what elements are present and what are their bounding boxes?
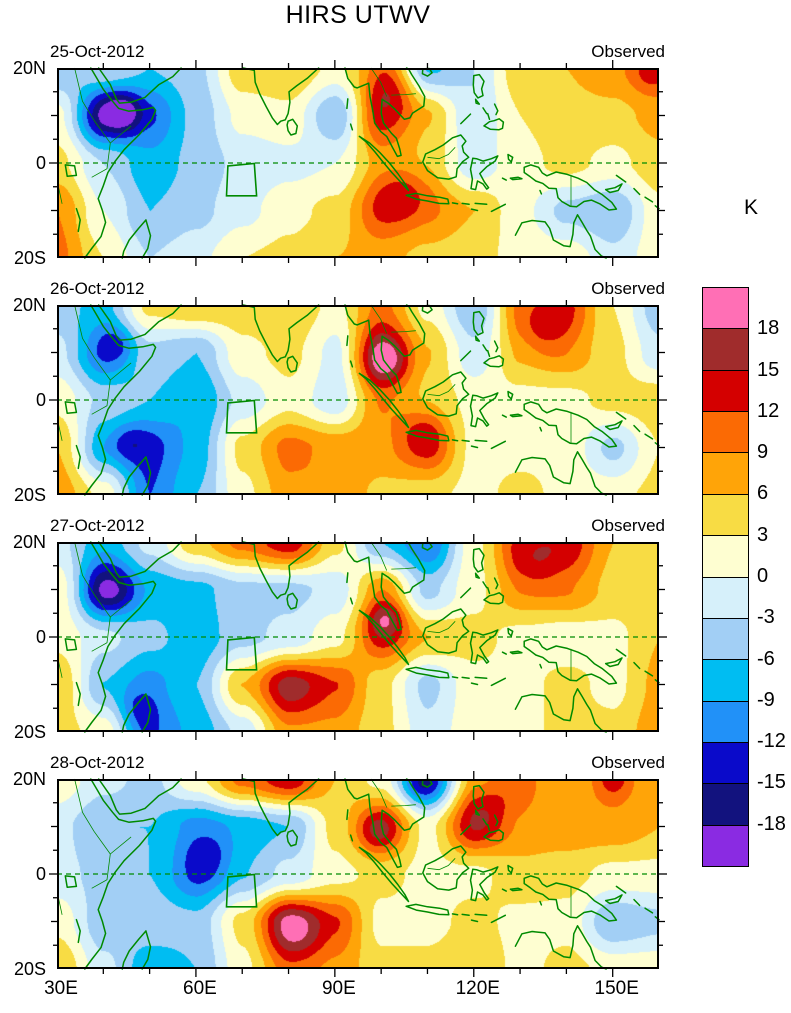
- map-panel-4: [49, 771, 667, 977]
- colorbar-cell-9: [703, 659, 748, 701]
- panel-frame: [57, 542, 659, 732]
- panel-frame: [57, 305, 659, 495]
- colorbar-cell-11: [703, 741, 748, 784]
- y-axis-label-20s: 20S: [13, 959, 46, 979]
- colorbar-tick-label: 3: [757, 523, 769, 546]
- colorbar-tick-label: -6: [757, 647, 775, 670]
- y-axis-label-0: 0: [35, 390, 46, 410]
- roi-box: [225, 873, 258, 908]
- coastlines: [64, 778, 660, 970]
- coastlines: [64, 304, 660, 496]
- colorbar-tick-label: -3: [757, 606, 775, 629]
- colorbar-tick-label: -9: [757, 688, 775, 711]
- colorbar-cell-7: [703, 576, 748, 618]
- country-borders: [57, 304, 572, 443]
- colorbar-tick-label: -12: [757, 730, 786, 753]
- y-axis-label-20s: 20S: [13, 722, 46, 742]
- y-axis-label-20n: 20N: [12, 295, 46, 315]
- colorbar-cell-8: [703, 617, 748, 660]
- panel-2-date: 26-Oct-2012: [50, 279, 145, 298]
- panel-4-annotation: Observed: [591, 753, 665, 772]
- y-axis-label-20n: 20N: [12, 769, 46, 789]
- colorbar-tick-label: 6: [757, 482, 769, 505]
- panel-2-annotation: Observed: [591, 279, 665, 298]
- axis-ticks: [49, 60, 667, 266]
- y-axis-label-20n: 20N: [12, 58, 46, 78]
- panel-1-date: 25-Oct-2012: [50, 42, 145, 61]
- colorbar-cell-4: [703, 452, 748, 494]
- map-overlay: [49, 534, 667, 740]
- map-overlay: [49, 771, 667, 977]
- axis-ticks: [49, 297, 667, 503]
- colorbar-cell-13: [703, 824, 748, 867]
- colorbar-tick-label: 0: [757, 565, 769, 587]
- country-borders: [57, 67, 572, 206]
- colorbar-cell-5: [703, 493, 748, 536]
- map-panel-2: [49, 297, 667, 503]
- colorbar-tick-label: -18: [757, 812, 786, 835]
- country-borders: [57, 778, 572, 917]
- y-axis-label-0: 0: [35, 864, 46, 884]
- colorbar-tick-label: 12: [757, 399, 780, 422]
- colorbar-cell-3: [703, 411, 748, 453]
- country-borders: [57, 541, 572, 680]
- roi-box: [225, 162, 258, 197]
- colorbar: [702, 287, 749, 867]
- coastlines: [64, 67, 660, 259]
- panel-frame: [57, 779, 659, 969]
- colorbar-tick-label: 18: [757, 317, 780, 340]
- panel-1-annotation: Observed: [591, 42, 665, 61]
- colorbar-tick-label: -15: [757, 771, 786, 794]
- colorbar-cell-6: [703, 535, 748, 577]
- y-axis-label-0: 0: [35, 153, 46, 173]
- colorbar-cell-12: [703, 783, 748, 825]
- panel-3-annotation: Observed: [591, 516, 665, 535]
- y-axis-label-20n: 20N: [12, 532, 46, 552]
- x-axis-label-60e: 60E: [183, 978, 217, 999]
- roi-box: [225, 399, 258, 434]
- colorbar-cell-2: [703, 369, 748, 412]
- figure-title: HIRS UTWV: [285, 1, 431, 29]
- y-axis-label-0: 0: [35, 627, 46, 647]
- colorbar-cell-10: [703, 700, 748, 742]
- x-axis-label-120e: 120E: [455, 978, 500, 999]
- panel-3-date: 27-Oct-2012: [50, 516, 145, 535]
- map-panel-1: [49, 60, 667, 266]
- coastlines: [64, 541, 660, 733]
- colorbar-tick-label: 15: [757, 358, 780, 381]
- colorbar-tick-label: 9: [757, 441, 769, 464]
- colorbar-unit-label: K: [743, 196, 758, 219]
- axis-ticks: [49, 534, 667, 740]
- y-axis-label-20s: 20S: [13, 485, 46, 505]
- colorbar-cell-0: [703, 288, 748, 329]
- x-axis-label-90e: 90E: [321, 978, 356, 999]
- map-overlay: [49, 297, 667, 503]
- panel-frame: [57, 68, 659, 258]
- map-panel-3: [49, 534, 667, 740]
- axis-ticks: [49, 771, 667, 977]
- x-axis-label-150e: 150E: [594, 978, 639, 999]
- panel-4-date: 28-Oct-2012: [50, 753, 145, 772]
- roi-box: [225, 636, 258, 671]
- y-axis-label-20s: 20S: [13, 248, 46, 268]
- map-overlay: [49, 60, 667, 266]
- x-axis-label-30e: 30E: [44, 978, 78, 999]
- colorbar-cell-1: [703, 328, 748, 370]
